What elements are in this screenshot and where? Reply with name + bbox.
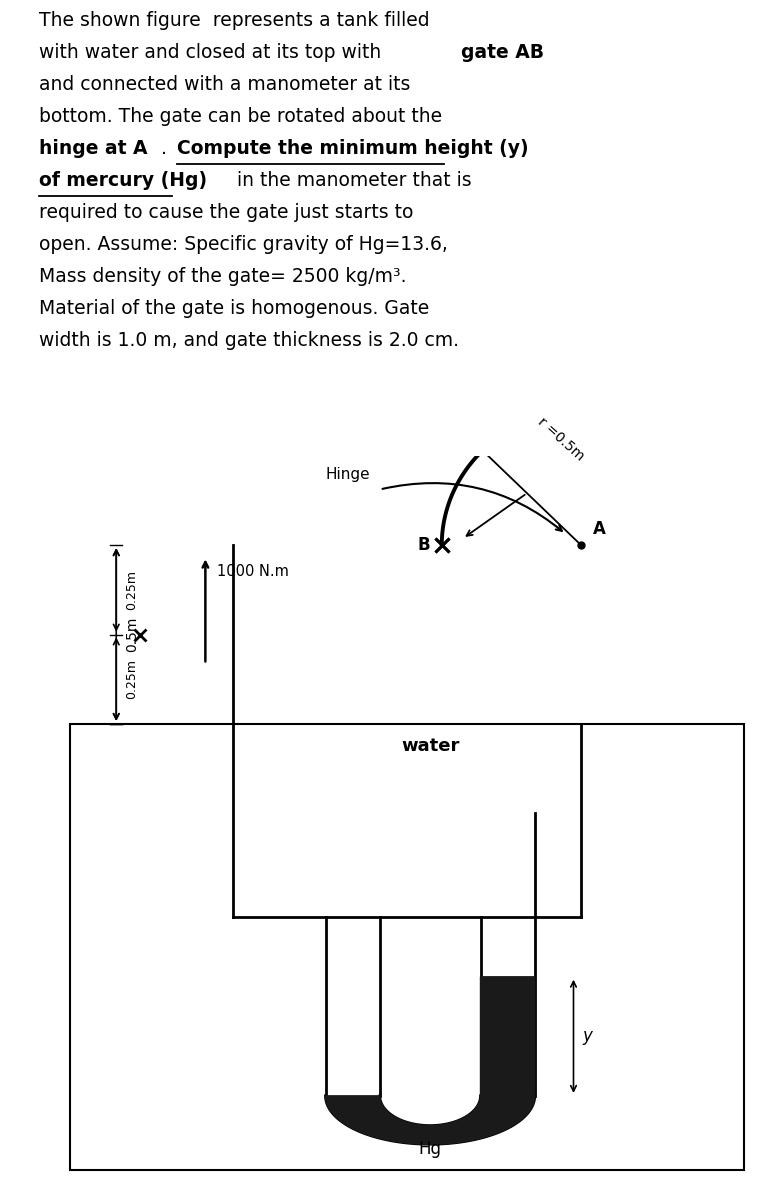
Text: water: water (401, 737, 460, 755)
Text: The shown figure  represents a tank filled: The shown figure represents a tank fille… (39, 12, 429, 30)
Text: with water and closed at its top with: with water and closed at its top with (39, 43, 387, 62)
Text: of mercury (Hg): of mercury (Hg) (39, 170, 207, 190)
Text: Compute the minimum height (y): Compute the minimum height (y) (177, 139, 529, 158)
Text: .: . (161, 139, 173, 158)
Polygon shape (326, 977, 535, 1144)
Text: y: y (583, 1027, 593, 1045)
Text: 0.5m: 0.5m (126, 617, 140, 653)
Text: 1000 N.m: 1000 N.m (217, 564, 289, 578)
Text: required to cause the gate just starts to: required to cause the gate just starts t… (39, 203, 413, 222)
Text: A: A (593, 520, 606, 538)
Text: r =0.5m: r =0.5m (535, 415, 587, 463)
Text: B: B (418, 536, 430, 554)
Text: in the manometer that is: in the manometer that is (231, 170, 471, 190)
Text: open. Assume: Specific gravity of Hg=13.6,: open. Assume: Specific gravity of Hg=13.… (39, 235, 448, 254)
Text: 0.25m: 0.25m (126, 570, 139, 610)
Text: gate AB: gate AB (461, 43, 544, 62)
Text: bottom. The gate can be rotated about the: bottom. The gate can be rotated about th… (39, 107, 442, 126)
Text: and connected with a manometer at its: and connected with a manometer at its (39, 76, 410, 95)
Text: Material of the gate is homogenous. Gate: Material of the gate is homogenous. Gate (39, 299, 429, 318)
Text: Hg: Hg (418, 1140, 442, 1158)
Text: Mass density of the gate= 2500 kg/m³.: Mass density of the gate= 2500 kg/m³. (39, 266, 406, 286)
Bar (70, 724, 744, 1170)
Text: Hinge: Hinge (326, 467, 370, 482)
Text: width is 1.0 m, and gate thickness is 2.0 cm.: width is 1.0 m, and gate thickness is 2.… (39, 330, 459, 349)
Text: hinge at A: hinge at A (39, 139, 147, 158)
Text: 0.25m: 0.25m (126, 659, 139, 700)
